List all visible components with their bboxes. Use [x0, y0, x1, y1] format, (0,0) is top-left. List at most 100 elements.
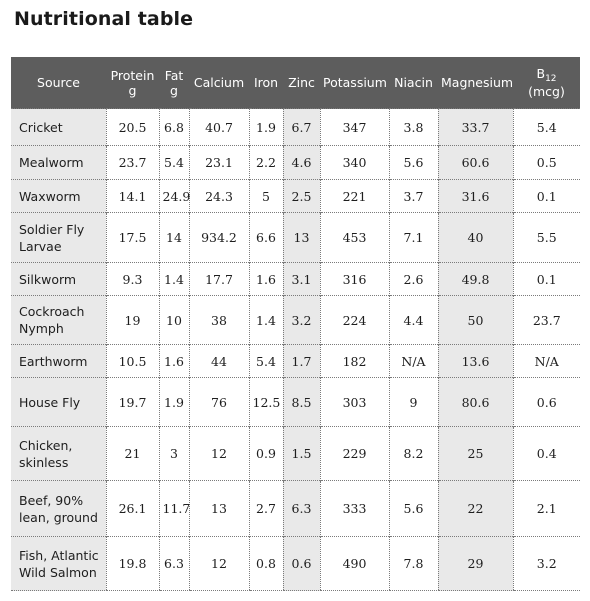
cell-potassium: 347 — [319, 108, 389, 146]
cell-zinc: 3.2 — [282, 295, 320, 345]
cell-iron: 5 — [248, 179, 283, 213]
cell-niacin: 7.8 — [388, 536, 438, 591]
cell-calcium: 44 — [188, 344, 249, 378]
cell-magnesium: 25 — [437, 426, 513, 481]
cell-potassium: 182 — [319, 344, 389, 378]
table-body: Cricket 20.5 6.8 40.7 1.9 6.7 347 3.8 33.7 5.4 Mea… — [11, 108, 580, 591]
cell-potassium: 340 — [319, 145, 389, 180]
cell-source: Fish, Atlantic Wild Salmon — [11, 536, 106, 591]
cell-protein: 20.5 — [105, 108, 159, 146]
table-row: Waxworm 14.1 24.9 24.3 5 2.5 221 3.7 31.6 0.1 — [11, 179, 580, 213]
cell-potassium: 229 — [319, 426, 389, 481]
cell-magnesium: 33.7 — [437, 108, 513, 146]
cell-fat: 11.7 — [158, 480, 190, 537]
cell-b12: 2.1 — [512, 480, 580, 537]
cell-potassium: 303 — [319, 377, 389, 427]
cell-calcium: 12 — [188, 426, 249, 481]
cell-protein: 10.5 — [105, 344, 159, 378]
cell-iron: 1.9 — [248, 108, 283, 146]
column-header-magnesium: Magnesium — [438, 57, 513, 109]
cell-b12: 23.7 — [512, 295, 580, 345]
cell-calcium: 40.7 — [188, 108, 249, 146]
cell-zinc: 4.6 — [282, 145, 320, 180]
cell-source: House Fly — [11, 377, 106, 427]
cell-calcium: 76 — [188, 377, 249, 427]
cell-zinc: 8.5 — [282, 377, 320, 427]
cell-iron: 1.4 — [248, 295, 283, 345]
cell-iron: 1.6 — [248, 262, 283, 296]
table-row: Mealworm 23.7 5.4 23.1 2.2 4.6 340 5.6 60.6 0.5 — [11, 145, 580, 180]
cell-niacin: N/A — [388, 344, 438, 378]
cell-fat: 6.3 — [158, 536, 189, 591]
table-row: Silkworm 9.3 1.4 17.7 1.6 3.1 316 2.6 49.8 0.1 — [11, 262, 580, 296]
cell-fat: 5.4 — [158, 145, 189, 180]
cell-fat: 14 — [158, 212, 189, 263]
cell-source: Waxworm — [11, 179, 106, 213]
cell-zinc: 6.3 — [282, 480, 320, 537]
b12-label: B — [536, 66, 546, 81]
cell-fat: 10 — [158, 295, 189, 345]
page-title: Nutritional table — [14, 8, 194, 30]
table-row: Fish, Atlantic Wild Salmon 19.8 6.3 12 0.8 0.… — [11, 536, 580, 591]
cell-protein: 26.1 — [105, 480, 159, 537]
cell-magnesium: 29 — [437, 536, 513, 591]
cell-niacin: 9 — [388, 377, 438, 427]
cell-calcium: 17.7 — [188, 262, 249, 296]
column-header-calcium: Calcium — [189, 57, 249, 109]
cell-niacin: 3.7 — [388, 179, 438, 213]
cell-b12: 0.6 — [512, 377, 580, 427]
cell-calcium: 934.2 — [188, 212, 249, 263]
cell-magnesium: 22 — [437, 480, 513, 537]
cell-niacin: 4.4 — [388, 295, 438, 345]
column-header-iron: Iron — [249, 57, 283, 109]
cell-iron: 12.5 — [248, 377, 283, 427]
cell-fat: 6.8 — [158, 108, 189, 146]
cell-b12: 0.1 — [512, 179, 580, 213]
cell-iron: 0.8 — [248, 536, 283, 591]
cell-source: Chicken, skinless — [11, 426, 106, 481]
column-header-fat: Fat g — [159, 57, 189, 109]
table-row: Earthworm 10.5 1.6 44 5.4 1.7 182 N/A 13.6 N/A — [11, 344, 580, 378]
cell-magnesium: 13.6 — [437, 344, 513, 378]
cell-iron: 0.9 — [248, 426, 283, 481]
column-header-niacin: Niacin — [389, 57, 438, 109]
cell-protein: 14.1 — [105, 179, 159, 213]
cell-fat: 1.9 — [158, 377, 189, 427]
cell-fat: 1.6 — [158, 344, 189, 378]
cell-iron: 2.2 — [248, 145, 283, 180]
cell-calcium: 12 — [188, 536, 249, 591]
cell-fat: 1.4 — [158, 262, 189, 296]
header-row: Source Protein g Fat g Calcium Iron Zinc… — [11, 57, 580, 109]
cell-magnesium: 31.6 — [437, 179, 513, 213]
cell-niacin: 2.6 — [388, 262, 438, 296]
cell-magnesium: 40 — [437, 212, 513, 263]
cell-niacin: 5.6 — [388, 480, 438, 537]
table-row: Cockroach Nymph 19 10 38 1.4 3.2 224 4.4 50 23.7 — [11, 295, 580, 345]
nutrition-table: Source Protein g Fat g Calcium Iron Zinc… — [11, 57, 580, 591]
cell-b12: 5.5 — [512, 212, 580, 263]
cell-magnesium: 49.8 — [437, 262, 513, 296]
table-row: Chicken, skinless 21 3 12 0.9 1.5 229 8.2 25 0.4 — [11, 426, 580, 481]
cell-niacin: 7.1 — [388, 212, 438, 263]
cell-zinc: 1.7 — [282, 344, 320, 378]
cell-zinc: 3.1 — [282, 262, 320, 296]
cell-potassium: 221 — [319, 179, 389, 213]
cell-protein: 23.7 — [105, 145, 159, 180]
cell-protein: 19.7 — [105, 377, 159, 427]
cell-zinc: 0.6 — [282, 536, 320, 591]
cell-source: Mealworm — [11, 145, 106, 180]
cell-source: Soldier Fly Larvae — [11, 212, 106, 263]
table-row: House Fly 19.7 1.9 76 12.5 8.5 303 9 80.6 0.6 — [11, 377, 580, 427]
cell-b12: 0.5 — [512, 145, 580, 180]
column-header-protein: Protein g — [106, 57, 159, 109]
cell-zinc: 2.5 — [282, 179, 320, 213]
cell-source: Cockroach Nymph — [11, 295, 106, 345]
b12-unit: (mcg) — [528, 84, 565, 99]
cell-niacin: 8.2 — [388, 426, 438, 481]
cell-iron: 2.7 — [248, 480, 283, 537]
table-row: Beef, 90% lean, ground 26.1 11.7 13 2.7 6.3 33… — [11, 480, 580, 537]
cell-source: Beef, 90% lean, ground — [11, 480, 106, 537]
cell-fat: 24.9 — [158, 179, 190, 213]
cell-potassium: 224 — [319, 295, 389, 345]
